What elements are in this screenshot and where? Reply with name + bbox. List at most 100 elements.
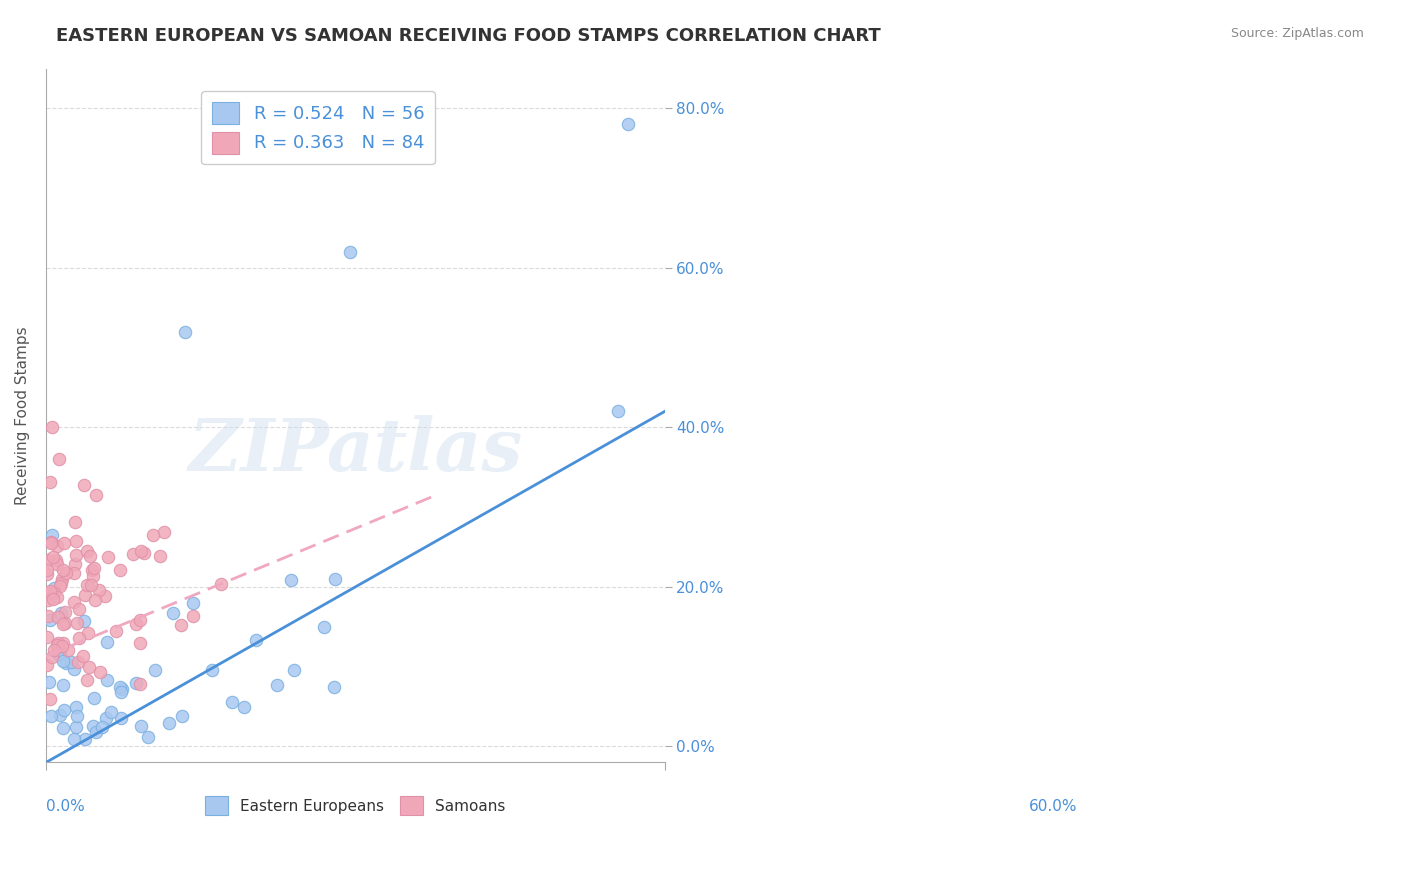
- Point: [129, 719, 152, 733]
- Point: [51, 572, 73, 586]
- Point: [39, 536, 62, 550]
- Point: [89, 583, 111, 598]
- Point: [72, 614, 94, 628]
- Point: [174, 325, 197, 339]
- Point: [53, 702, 76, 716]
- Point: [79, 549, 101, 563]
- Point: [170, 618, 193, 632]
- Point: [35, 563, 58, 577]
- Point: [94, 590, 117, 604]
- Point: [66, 615, 89, 630]
- Point: [209, 577, 232, 591]
- Point: [157, 716, 180, 731]
- Point: [46, 610, 69, 624]
- Point: [83, 593, 105, 607]
- Point: [44, 581, 66, 595]
- Point: [323, 573, 346, 587]
- Point: [80, 563, 103, 577]
- Point: [233, 700, 256, 714]
- Point: [65, 548, 87, 562]
- Point: [97, 549, 120, 564]
- Point: [111, 682, 134, 697]
- Point: [52, 721, 75, 735]
- Point: [149, 549, 172, 563]
- Point: [77, 660, 100, 674]
- Point: [108, 680, 131, 694]
- Text: 0.0%: 0.0%: [46, 799, 84, 814]
- Point: [52, 635, 75, 649]
- Point: [124, 676, 146, 690]
- Point: [42, 592, 65, 607]
- Point: [110, 711, 132, 725]
- Point: [82, 569, 104, 583]
- Point: [48, 452, 70, 467]
- Point: [73, 589, 96, 603]
- Point: [52, 617, 75, 632]
- Point: [46, 638, 69, 652]
- Point: [153, 524, 176, 539]
- Point: [129, 543, 152, 558]
- Point: [63, 662, 86, 676]
- Point: [128, 676, 150, 690]
- Point: [162, 607, 184, 621]
- Point: [172, 708, 194, 723]
- Point: [73, 477, 96, 491]
- Point: [41, 528, 63, 542]
- Point: [55, 656, 77, 670]
- Point: [51, 639, 73, 653]
- Point: [221, 696, 243, 710]
- Point: [66, 655, 89, 669]
- Point: [83, 560, 105, 574]
- Point: [37, 609, 59, 624]
- Point: [96, 673, 118, 687]
- Point: [58, 642, 80, 657]
- Point: [37, 552, 59, 566]
- Point: [62, 566, 84, 580]
- Point: [63, 731, 86, 746]
- Point: [84, 488, 107, 502]
- Point: [53, 606, 76, 620]
- Point: [39, 534, 62, 549]
- Point: [66, 708, 89, 723]
- Point: [76, 673, 98, 687]
- Point: [91, 720, 114, 734]
- Text: EASTERN EUROPEAN VS SAMOAN RECEIVING FOOD STAMPS CORRELATION CHART: EASTERN EUROPEAN VS SAMOAN RECEIVING FOO…: [56, 27, 882, 45]
- Point: [181, 609, 204, 624]
- Point: [53, 615, 76, 630]
- Point: [46, 639, 69, 653]
- Point: [181, 596, 204, 610]
- Point: [129, 613, 152, 627]
- Point: [51, 678, 73, 692]
- Point: [65, 557, 87, 571]
- Point: [39, 691, 62, 706]
- Point: [65, 700, 87, 714]
- Point: [283, 664, 305, 678]
- Point: [59, 655, 82, 669]
- Point: [38, 584, 60, 599]
- Point: [201, 663, 224, 677]
- Point: [143, 663, 166, 677]
- Point: [142, 527, 165, 541]
- Point: [134, 546, 156, 560]
- Point: [51, 606, 73, 620]
- Point: [38, 586, 60, 600]
- Point: [44, 586, 66, 600]
- Point: [136, 730, 159, 744]
- Point: [42, 550, 65, 565]
- Point: [63, 595, 86, 609]
- Point: [94, 711, 117, 725]
- Point: [49, 575, 72, 590]
- Point: [73, 731, 96, 746]
- Point: [128, 635, 150, 649]
- Text: Source: ZipAtlas.com: Source: ZipAtlas.com: [1230, 27, 1364, 40]
- Point: [76, 577, 98, 591]
- Point: [67, 602, 90, 616]
- Point: [39, 709, 62, 723]
- Point: [49, 707, 72, 722]
- Point: [67, 632, 90, 646]
- Point: [42, 643, 65, 657]
- Point: [52, 654, 75, 668]
- Point: [45, 539, 67, 553]
- Point: [35, 630, 58, 644]
- Point: [49, 579, 72, 593]
